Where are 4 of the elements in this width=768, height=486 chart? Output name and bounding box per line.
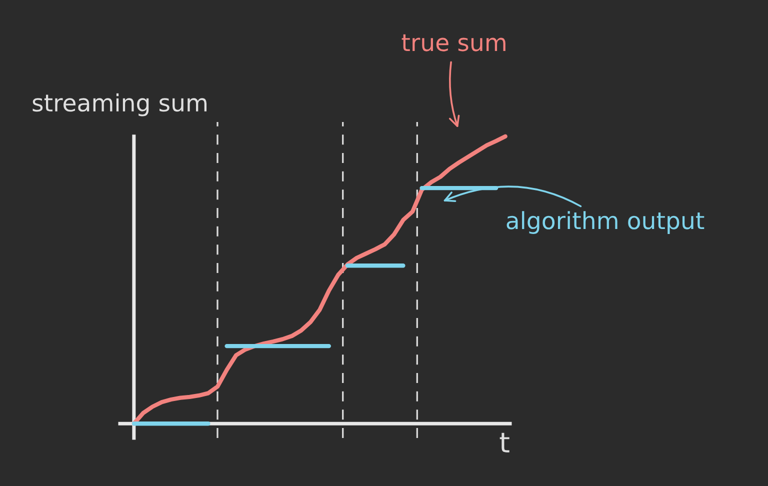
- text: true sum: [402, 34, 506, 52]
- y-axis-title: streaming sum: [32, 93, 207, 116]
- x-axis-title: t: [500, 432, 510, 452]
- series-label: algorithm output: [506, 211, 704, 234]
